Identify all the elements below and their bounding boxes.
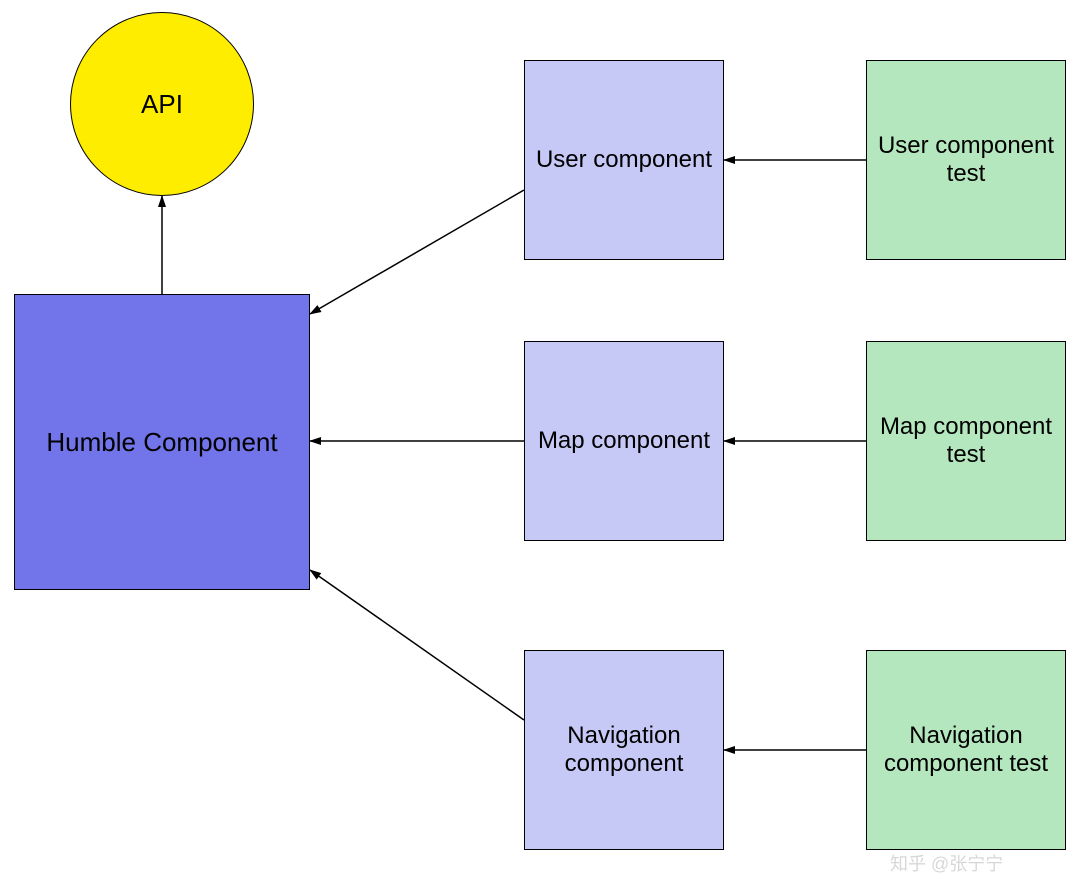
edge-nav_comp-to-humble	[310, 570, 524, 720]
watermark-author: @张宁宁	[931, 854, 1003, 874]
map-component-node: Map component	[524, 341, 724, 541]
api-node: API	[70, 12, 254, 196]
user-component-node: User component	[524, 60, 724, 260]
humble-component-node: Humble Component	[14, 294, 310, 590]
navigation-component-test-node: Navigation component test	[866, 650, 1066, 850]
api-label: API	[141, 89, 183, 120]
humble-label: Humble Component	[46, 427, 277, 458]
navigation-component-node: Navigation component	[524, 650, 724, 850]
watermark: 知乎 @张宁宁	[890, 850, 1003, 876]
user-component-test-label: User component test	[877, 132, 1055, 188]
edge-user_comp-to-humble	[310, 190, 524, 314]
map-component-test-label: Map component test	[877, 413, 1055, 469]
user-component-test-node: User component test	[866, 60, 1066, 260]
user-component-label: User component	[536, 146, 712, 174]
navigation-component-label: Navigation component	[535, 722, 713, 778]
watermark-site: 知乎	[890, 854, 926, 874]
navigation-component-test-label: Navigation component test	[877, 722, 1055, 778]
map-component-test-node: Map component test	[866, 341, 1066, 541]
map-component-label: Map component	[538, 427, 710, 455]
